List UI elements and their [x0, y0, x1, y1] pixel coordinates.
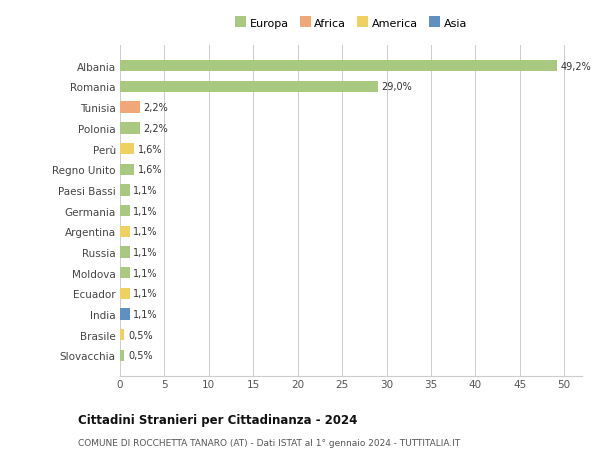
Text: 1,1%: 1,1% — [133, 289, 158, 299]
Bar — [120, 247, 130, 258]
Text: 1,1%: 1,1% — [133, 185, 158, 196]
Bar — [120, 123, 140, 134]
Text: 2,2%: 2,2% — [143, 123, 168, 134]
Text: 1,1%: 1,1% — [133, 309, 158, 319]
Bar — [120, 288, 130, 299]
Bar — [120, 350, 124, 361]
Text: 1,6%: 1,6% — [138, 144, 162, 154]
Bar — [120, 164, 134, 175]
Bar — [120, 102, 140, 113]
Bar — [120, 206, 130, 217]
Text: 0,5%: 0,5% — [128, 330, 152, 340]
Bar — [120, 61, 557, 72]
Text: 49,2%: 49,2% — [560, 62, 592, 72]
Bar — [120, 309, 130, 320]
Text: 29,0%: 29,0% — [381, 82, 412, 92]
Bar — [120, 330, 124, 341]
Text: 1,1%: 1,1% — [133, 268, 158, 278]
Text: 2,2%: 2,2% — [143, 103, 168, 113]
Text: 1,1%: 1,1% — [133, 206, 158, 216]
Legend: Europa, Africa, America, Asia: Europa, Africa, America, Asia — [235, 18, 467, 29]
Text: COMUNE DI ROCCHETTA TANARO (AT) - Dati ISTAT al 1° gennaio 2024 - TUTTITALIA.IT: COMUNE DI ROCCHETTA TANARO (AT) - Dati I… — [78, 438, 460, 448]
Text: Cittadini Stranieri per Cittadinanza - 2024: Cittadini Stranieri per Cittadinanza - 2… — [78, 413, 358, 426]
Bar — [120, 82, 377, 93]
Text: 1,6%: 1,6% — [138, 165, 162, 175]
Bar — [120, 185, 130, 196]
Bar — [120, 268, 130, 279]
Bar — [120, 226, 130, 237]
Text: 0,5%: 0,5% — [128, 351, 152, 361]
Bar — [120, 144, 134, 155]
Text: 1,1%: 1,1% — [133, 227, 158, 237]
Text: 1,1%: 1,1% — [133, 247, 158, 257]
